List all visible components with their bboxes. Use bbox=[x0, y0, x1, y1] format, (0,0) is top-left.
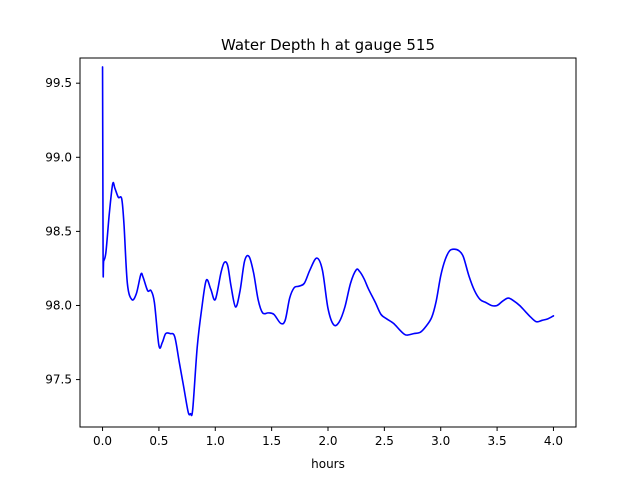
x-tick-label: 3.5 bbox=[488, 434, 507, 448]
x-tick-label: 0.5 bbox=[149, 434, 168, 448]
y-axis: 97.5 98.0 98.5 99.0 99.5 bbox=[45, 76, 80, 387]
y-tick-label: 99.0 bbox=[45, 150, 72, 164]
x-tick-label: 2.5 bbox=[375, 434, 394, 448]
y-tick-label: 98.5 bbox=[45, 224, 72, 238]
series-line-0 bbox=[101, 66, 555, 417]
chart-title: Water Depth h at gauge 515 bbox=[221, 36, 435, 54]
x-tick-label: 1.0 bbox=[206, 434, 225, 448]
x-tick-label: 4.0 bbox=[544, 434, 563, 448]
y-tick-label: 98.0 bbox=[45, 298, 72, 312]
x-tick-label: 1.5 bbox=[262, 434, 281, 448]
y-tick-label: 97.5 bbox=[45, 373, 72, 387]
plot-frame bbox=[79, 57, 577, 428]
x-axis: 0.0 0.5 1.0 1.5 2.0 2.5 3.0 3.5 4.0 bbox=[93, 427, 563, 448]
x-tick-label: 3.0 bbox=[431, 434, 450, 448]
y-tick-label: 99.5 bbox=[45, 76, 72, 90]
x-tick-label: 0.0 bbox=[93, 434, 112, 448]
x-tick-label: 2.0 bbox=[318, 434, 337, 448]
x-axis-label: hours bbox=[311, 457, 345, 471]
plot-area bbox=[101, 66, 555, 417]
